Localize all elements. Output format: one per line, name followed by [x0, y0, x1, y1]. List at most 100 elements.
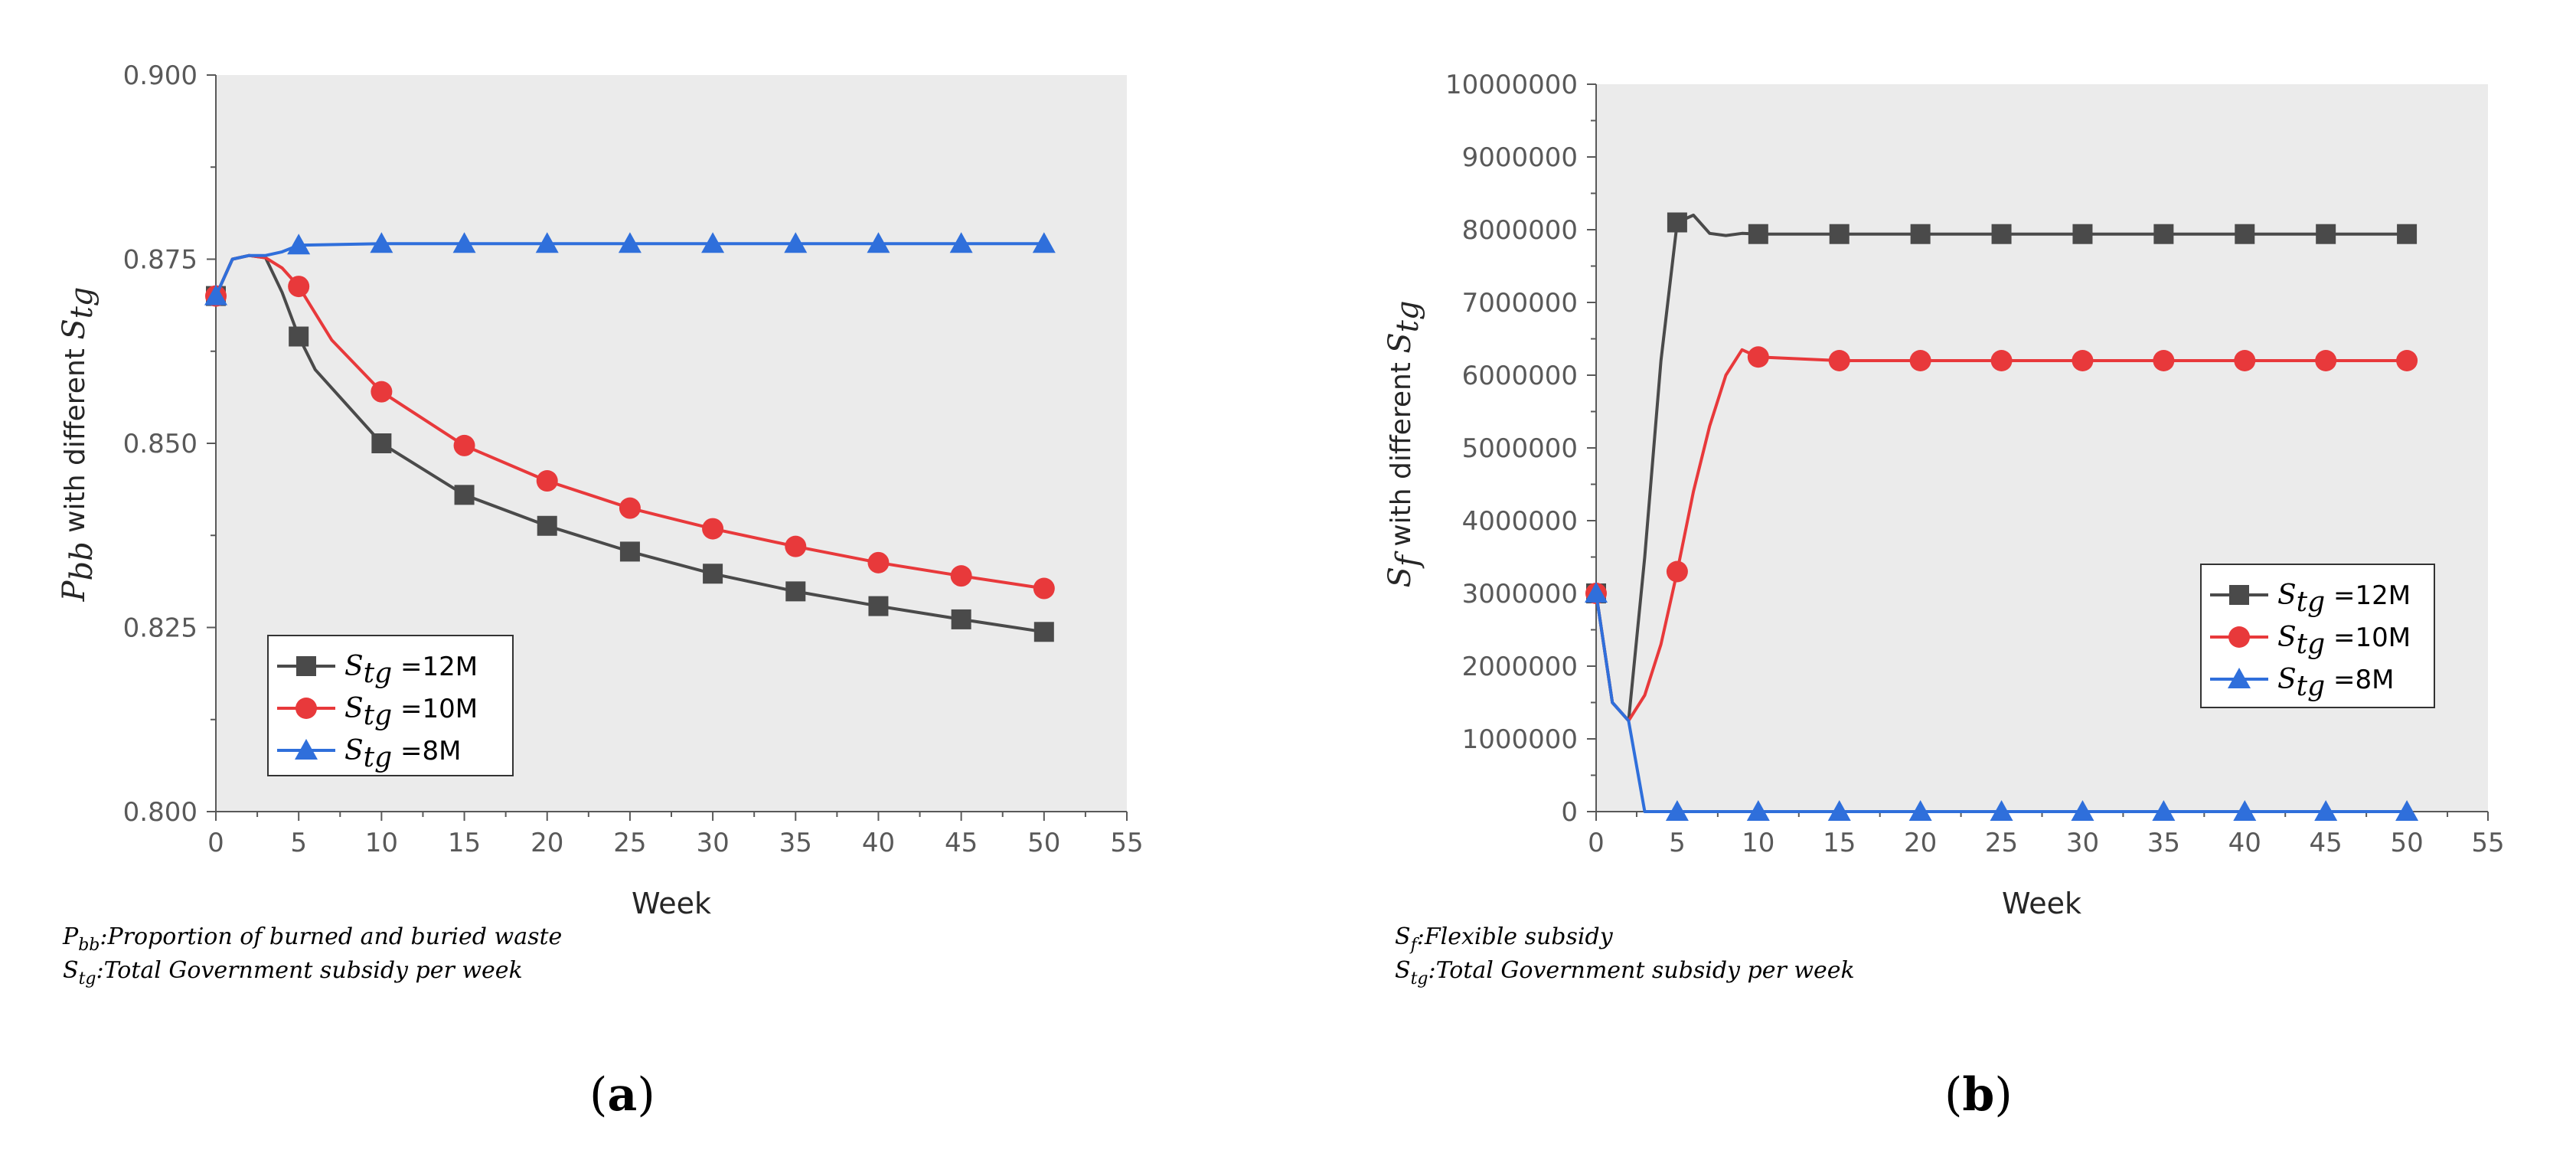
- data-point-triangle: [370, 232, 393, 253]
- data-point-circle: [1747, 346, 1769, 368]
- legend-label: Stg =8M: [344, 735, 461, 773]
- data-point-triangle: [287, 234, 311, 255]
- data-point-triangle: [204, 284, 227, 306]
- y-tick-label: 10000000: [1445, 70, 1578, 100]
- x-tick-label: 50: [2390, 828, 2423, 858]
- data-point-square: [2153, 224, 2174, 244]
- data-point-square: [1991, 224, 2012, 244]
- y-tick-label: 3000000: [1462, 579, 1578, 609]
- data-point-square: [2235, 224, 2255, 244]
- data-point-square: [1829, 224, 1850, 244]
- legend-label: Stg =12M: [344, 651, 478, 689]
- x-tick-label: 15: [448, 828, 481, 858]
- data-point-triangle: [2314, 800, 2338, 821]
- data-point-square: [454, 485, 475, 505]
- legend-marker-triangle: [295, 739, 318, 760]
- data-point-circle: [2315, 350, 2337, 371]
- x-tick-label: 25: [1985, 828, 2018, 858]
- x-tick-label: 45: [945, 828, 978, 858]
- y-tick-label: 6000000: [1462, 361, 1578, 391]
- data-point-square: [2316, 224, 2336, 244]
- x-tick-label: 45: [2310, 828, 2343, 858]
- y-tick-label: 4000000: [1462, 506, 1578, 537]
- legend-marker-square: [296, 656, 316, 676]
- x-tick-label: 50: [1027, 828, 1060, 858]
- x-tick-label: 20: [1904, 828, 1937, 858]
- x-tick-label: 30: [2066, 828, 2099, 858]
- data-point-circle: [950, 565, 972, 587]
- data-point-square: [371, 433, 392, 453]
- data-point-circle: [1666, 560, 1688, 583]
- data-point-circle: [2153, 350, 2175, 371]
- data-point-triangle: [535, 232, 559, 253]
- y-tick-label: 1000000: [1462, 724, 1578, 755]
- y-tick-label: 0.800: [123, 797, 198, 828]
- legend-label: Stg =10M: [2277, 622, 2411, 660]
- x-tick-label: 35: [2147, 828, 2180, 858]
- data-point-triangle: [2071, 800, 2094, 821]
- data-point-triangle: [1827, 800, 1851, 821]
- data-point-circle: [702, 518, 724, 540]
- x-tick-label: 15: [1823, 828, 1856, 858]
- x-tick-label: 40: [2228, 828, 2261, 858]
- data-point-circle: [785, 535, 807, 557]
- data-point-circle: [867, 551, 890, 573]
- data-point-circle: [1909, 350, 1931, 371]
- y-tick-label: 5000000: [1462, 433, 1578, 464]
- y-tick-label: 0.875: [123, 245, 198, 276]
- y-tick-label: 0.850: [123, 429, 198, 459]
- y-tick-label: 0: [1561, 797, 1578, 828]
- x-tick-label: 0: [207, 828, 224, 858]
- y-axis-title: Pbb with different Stg: [57, 287, 100, 603]
- legend-label: Stg =10M: [344, 693, 478, 731]
- x-tick-label: 0: [1588, 828, 1605, 858]
- data-point-circle: [2396, 350, 2418, 371]
- y-axis-title: Sf with different Stg: [1383, 301, 1425, 588]
- data-point-square: [1667, 212, 1687, 233]
- data-point-triangle: [452, 232, 476, 253]
- data-point-square: [2072, 224, 2093, 244]
- x-tick-label: 5: [290, 828, 307, 858]
- data-point-square: [2397, 224, 2418, 244]
- legend-note: Sf:Flexible subsidy: [1395, 923, 1614, 955]
- data-point-circle: [1990, 350, 2013, 371]
- chart-panel-a: 0 5 10 15 20 25 30 35 40 45 50 55 0.800 0.825 0.850 0.8…: [57, 60, 1144, 1122]
- x-tick-label: 10: [365, 828, 398, 858]
- y-tick-label: 8000000: [1462, 215, 1578, 246]
- x-axis-title: Week: [2002, 887, 2081, 920]
- legend-label: Stg =12M: [2277, 580, 2411, 618]
- data-point-triangle: [1990, 800, 2013, 821]
- data-point-circle: [453, 434, 475, 456]
- legend: Stg =12M Stg =10M Stg =8M: [267, 635, 514, 776]
- x-tick-label: 10: [1742, 828, 1774, 858]
- data-point-square: [289, 326, 309, 347]
- data-point-square: [1748, 224, 1768, 244]
- data-point-square: [537, 515, 557, 536]
- x-tick-label: 55: [1110, 828, 1143, 858]
- panel-label: (a): [589, 1068, 655, 1122]
- data-point-circle: [2234, 350, 2256, 371]
- data-point-triangle: [1665, 800, 1689, 821]
- legend-note: Stg:Total Government subsidy per week: [63, 957, 523, 988]
- data-point-triangle: [949, 232, 973, 253]
- data-point-square: [1910, 224, 1931, 244]
- data-point-circle: [288, 276, 310, 298]
- data-point-square: [951, 609, 971, 629]
- data-point-square: [785, 581, 806, 602]
- data-point-triangle: [2233, 800, 2257, 821]
- chart-panel-b: 0 5 10 15 20 25 30 35 40 45 50 55 0 1000000 2000000 300…: [1383, 70, 2505, 1122]
- data-point-circle: [619, 497, 641, 519]
- x-tick-label: 25: [613, 828, 646, 858]
- y-tick-label: 2000000: [1462, 652, 1578, 682]
- data-point-triangle: [1032, 232, 1056, 253]
- y-tick-label: 7000000: [1462, 288, 1578, 319]
- legend-marker-circle: [2228, 626, 2250, 648]
- data-point-triangle: [618, 232, 642, 253]
- legend-note: Stg:Total Government subsidy per week: [1395, 957, 1855, 988]
- panel-label: (b): [1944, 1068, 2013, 1122]
- data-point-triangle: [701, 232, 725, 253]
- x-tick-label: 40: [862, 828, 895, 858]
- data-point-triangle: [1746, 800, 1770, 821]
- data-point-triangle: [1908, 800, 1932, 821]
